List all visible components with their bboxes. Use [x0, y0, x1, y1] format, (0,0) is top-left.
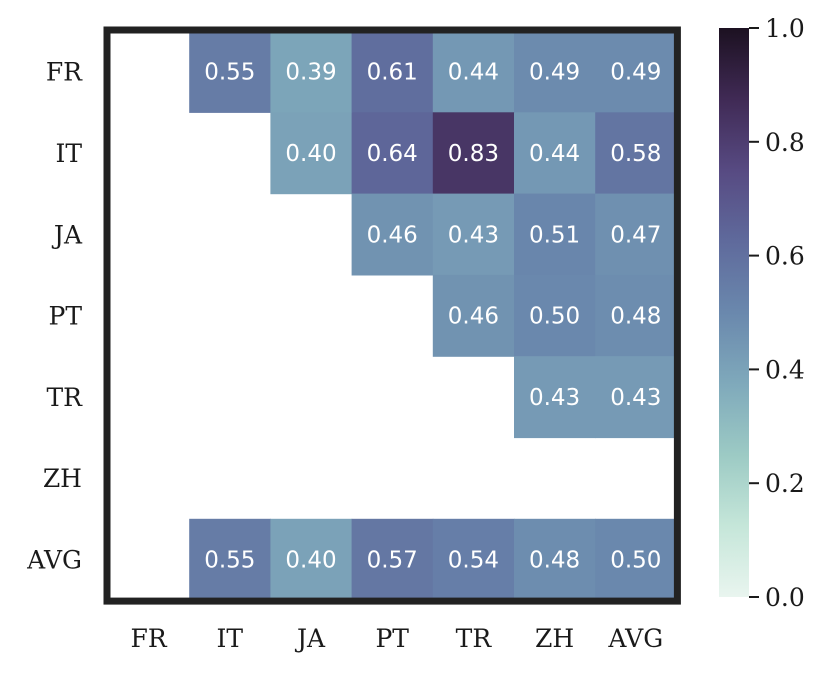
heatmap-cell-fr-it: [189, 31, 271, 113]
cell-value-label: 0.58: [610, 141, 661, 167]
cell-value-label: 0.49: [610, 60, 661, 86]
x-tick-label-tr: TR: [456, 624, 493, 653]
cell-value-label: 0.43: [448, 222, 499, 248]
cell-value-label: 0.51: [529, 222, 580, 248]
heatmap-cell-fr-avg: [595, 31, 677, 113]
x-tick-label-pt: PT: [375, 624, 409, 653]
heatmap-cell-avg-pt: [351, 518, 434, 601]
heatmap-cell-it-tr: [432, 112, 515, 195]
heatmap-cell-avg-tr: [432, 518, 515, 601]
heatmap-cell-pt-zh: [514, 274, 596, 357]
heatmap-cell-labels: 0.55 0.39 0.61 0.44 0.49 0.49 0.40 0.64 0.83 0.44…: [204, 60, 661, 574]
heatmap-cell-ja-pt: [351, 193, 434, 276]
cell-value-label: 0.47: [610, 222, 661, 248]
cell-value-label: 0.39: [285, 60, 336, 86]
colorbar-ticks: 0.0 0.2 0.4 0.6 0.8 1.0: [749, 14, 805, 612]
x-tick-label-avg: AVG: [607, 624, 663, 653]
y-tick-label-it: IT: [55, 139, 82, 168]
cell-value-label: 0.49: [529, 60, 580, 86]
colorbar-tick-label: 1.0: [765, 14, 805, 43]
heatmap-cell-ja-zh: [514, 193, 596, 276]
colorbar-tick-label: 0.2: [765, 469, 805, 498]
cell-value-label: 0.43: [529, 385, 580, 411]
cell-value-label: 0.46: [448, 304, 499, 330]
heatmap-cells: [189, 31, 677, 601]
heatmap-cell-ja-tr: [432, 193, 515, 276]
cell-value-label: 0.83: [448, 141, 499, 167]
cell-value-label: 0.61: [367, 60, 418, 86]
cell-value-label: 0.43: [610, 385, 661, 411]
cell-value-label: 0.50: [610, 547, 661, 573]
heatmap-cell-tr-zh: [514, 356, 596, 439]
y-tick-label-fr: FR: [46, 58, 83, 87]
heatmap-cell-it-pt: [351, 112, 434, 195]
heatmap-frame: [103, 26, 681, 605]
heatmap-cell-it-zh: [514, 112, 596, 195]
heatmap-cell-avg-it: [189, 518, 271, 601]
x-axis-tick-labels: FR IT JA PT TR ZH AVG: [131, 624, 664, 653]
heatmap-cell-it-avg: [595, 112, 677, 195]
y-tick-label-avg: AVG: [26, 545, 82, 574]
heatmap-cell-fr-ja: [270, 31, 353, 113]
heatmap-cell-pt-avg: [595, 274, 677, 357]
x-tick-label-it: IT: [217, 624, 244, 653]
x-tick-label-zh: ZH: [535, 624, 574, 653]
heatmap-cell-ja-avg: [595, 193, 677, 276]
heatmap-cell-pt-tr: [432, 274, 515, 357]
cell-value-label: 0.55: [204, 547, 255, 573]
cell-value-label: 0.64: [367, 141, 418, 167]
cell-value-label: 0.44: [448, 60, 499, 86]
y-tick-label-tr: TR: [47, 383, 84, 412]
colorbar-tick-label: 0.8: [765, 128, 805, 157]
y-tick-label-zh: ZH: [43, 464, 82, 493]
colorbar-tick-label: 0.4: [765, 355, 805, 384]
cell-value-label: 0.40: [285, 547, 336, 573]
colorbar-tick-label: 0.6: [765, 242, 805, 271]
cell-value-label: 0.57: [367, 547, 418, 573]
heatmap-cell-avg-zh: [514, 518, 596, 601]
heatmap-cell-fr-tr: [432, 31, 515, 113]
cell-value-label: 0.40: [285, 141, 336, 167]
cell-value-label: 0.55: [204, 60, 255, 86]
heatmap-cell-fr-zh: [514, 31, 596, 113]
cell-value-label: 0.46: [367, 222, 418, 248]
y-tick-label-pt: PT: [49, 302, 83, 331]
cell-value-label: 0.54: [448, 547, 499, 573]
heatmap-cell-fr-pt: [351, 31, 434, 113]
y-tick-label-ja: JA: [51, 220, 83, 249]
x-tick-label-ja: JA: [294, 624, 326, 653]
colorbar: 0.0 0.2 0.4 0.6 0.8 1.0: [719, 14, 805, 612]
cell-value-label: 0.44: [529, 141, 580, 167]
heatmap-cell-tr-avg: [595, 356, 677, 439]
colorbar-tick-label: 0.0: [765, 583, 805, 612]
cell-value-label: 0.48: [610, 304, 661, 330]
colorbar-gradient: [719, 28, 749, 597]
x-tick-label-fr: FR: [131, 624, 168, 653]
heatmap-cell-it-ja: [270, 112, 353, 195]
cell-value-label: 0.50: [529, 304, 580, 330]
heatmap-cell-avg-ja: [270, 518, 353, 601]
heatmap-cell-avg-avg: [595, 518, 677, 601]
y-axis-tick-labels: FR IT JA PT TR ZH AVG: [26, 58, 83, 575]
cell-value-label: 0.48: [529, 547, 580, 573]
